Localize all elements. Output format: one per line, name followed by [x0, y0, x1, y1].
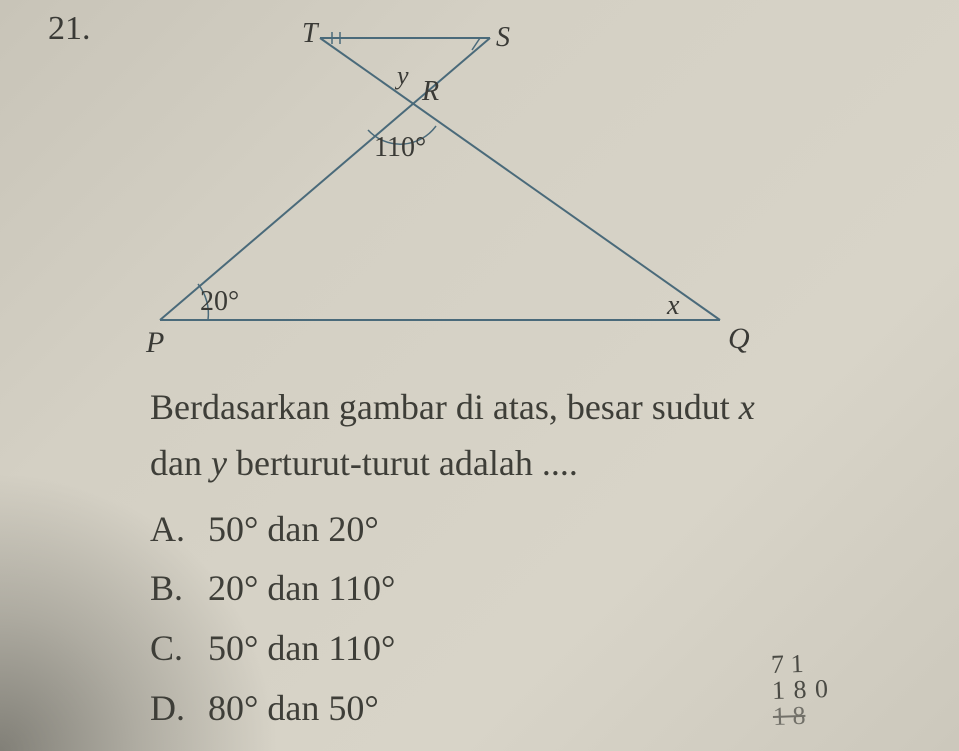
line-pr-ext — [160, 38, 490, 320]
option-letter: D. — [150, 681, 194, 737]
option-text: 50° dan 110° — [208, 621, 395, 677]
option-d: D. 80° dan 50° — [150, 681, 880, 737]
page: 21. P Q R T S 20° 110° y x — [0, 0, 959, 751]
label-angle-x: x — [666, 290, 680, 321]
option-text: 50° dan 20° — [208, 502, 379, 558]
handwritten-scribble: 7 1 1 8 0 1 8 — [771, 650, 831, 730]
prompt-line-1: Berdasarkan gambar di atas, besar sudut … — [150, 380, 880, 436]
option-text: 20° dan 110° — [208, 561, 395, 617]
geometry-figure: P Q R T S 20° 110° y x — [120, 20, 780, 360]
question-text: Berdasarkan gambar di atas, besar sudut … — [150, 380, 880, 737]
label-p: P — [145, 326, 164, 359]
var-y: y — [211, 443, 227, 483]
option-letter: B. — [150, 561, 194, 617]
option-letter: C. — [150, 621, 194, 677]
option-letter: A. — [150, 502, 194, 558]
prompt-text-1: Berdasarkan gambar di atas, besar sudut — [150, 387, 739, 427]
var-x: x — [739, 387, 755, 427]
prompt-text-2b: berturut-turut adalah .... — [227, 443, 578, 483]
option-b: B. 20° dan 110° — [150, 561, 880, 617]
label-q: Q — [728, 322, 750, 355]
line-qr-ext — [320, 38, 720, 320]
options-list: A. 50° dan 20° B. 20° dan 110° C. 50° da… — [150, 502, 880, 737]
scribble-l2: 1 8 0 — [772, 676, 830, 704]
label-angle-y: y — [394, 61, 409, 90]
prompt-text-2a: dan — [150, 443, 211, 483]
question-number: 21. — [48, 10, 91, 48]
prompt-line-2: dan y berturut-turut adalah .... — [150, 436, 880, 492]
label-angle-p: 20° — [200, 286, 239, 317]
option-a: A. 50° dan 20° — [150, 502, 880, 558]
label-t: T — [302, 18, 320, 49]
label-angle-r: 110° — [374, 132, 426, 163]
label-r: R — [421, 76, 439, 107]
option-text: 80° dan 50° — [208, 681, 379, 737]
scribble-l3: 1 8 — [772, 702, 830, 730]
label-s: S — [496, 22, 510, 53]
